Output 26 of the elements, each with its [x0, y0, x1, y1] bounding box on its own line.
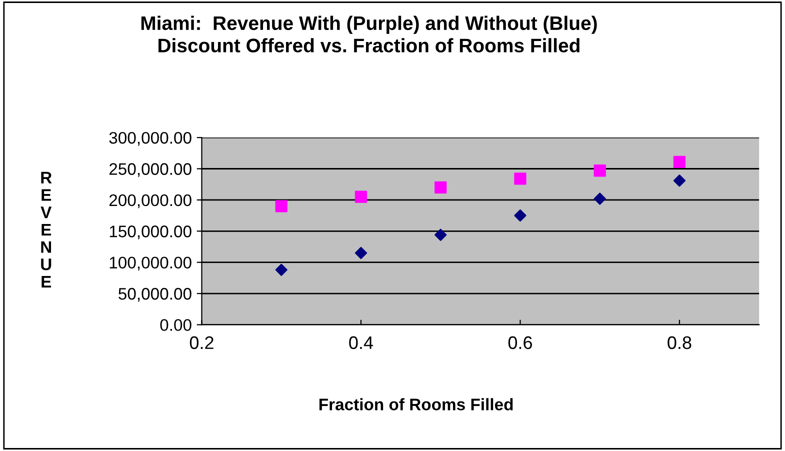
y-tick-label: 100,000.00 [110, 256, 192, 271]
point [514, 209, 526, 222]
point [354, 246, 368, 260]
x-tick-label: 0.6 [508, 336, 532, 350]
y-tick-label: 200,000.00 [109, 194, 192, 208]
y-tick-label: 300,000.00 [109, 132, 192, 146]
x-tick-label: 0.8 [668, 336, 692, 350]
y-tick-label: 50,000.00 [118, 288, 192, 302]
y-tick-label: 0.00 [160, 319, 192, 331]
point [594, 192, 606, 205]
x-tick-label: 0.2 [190, 336, 214, 350]
y-axis-title: REVENUE [40, 172, 52, 288]
x-tick-label: 0.4 [349, 336, 374, 350]
point [514, 172, 526, 185]
y-tick-label: 250,000.00 [109, 163, 192, 177]
y-tick-label: 150,000.00 [110, 226, 192, 240]
point [434, 181, 447, 194]
chart-title: Miami: Revenue With (Purple) and Without (Blue) Discount Offered vs. Fraction of Rooms Filled [141, 16, 597, 52]
point [275, 200, 288, 212]
point [354, 190, 368, 203]
x-axis-title: Fraction of Rooms Filled [319, 398, 513, 410]
point [434, 228, 447, 241]
point [673, 174, 686, 187]
point [673, 156, 686, 168]
point [275, 264, 288, 276]
point [594, 164, 606, 177]
